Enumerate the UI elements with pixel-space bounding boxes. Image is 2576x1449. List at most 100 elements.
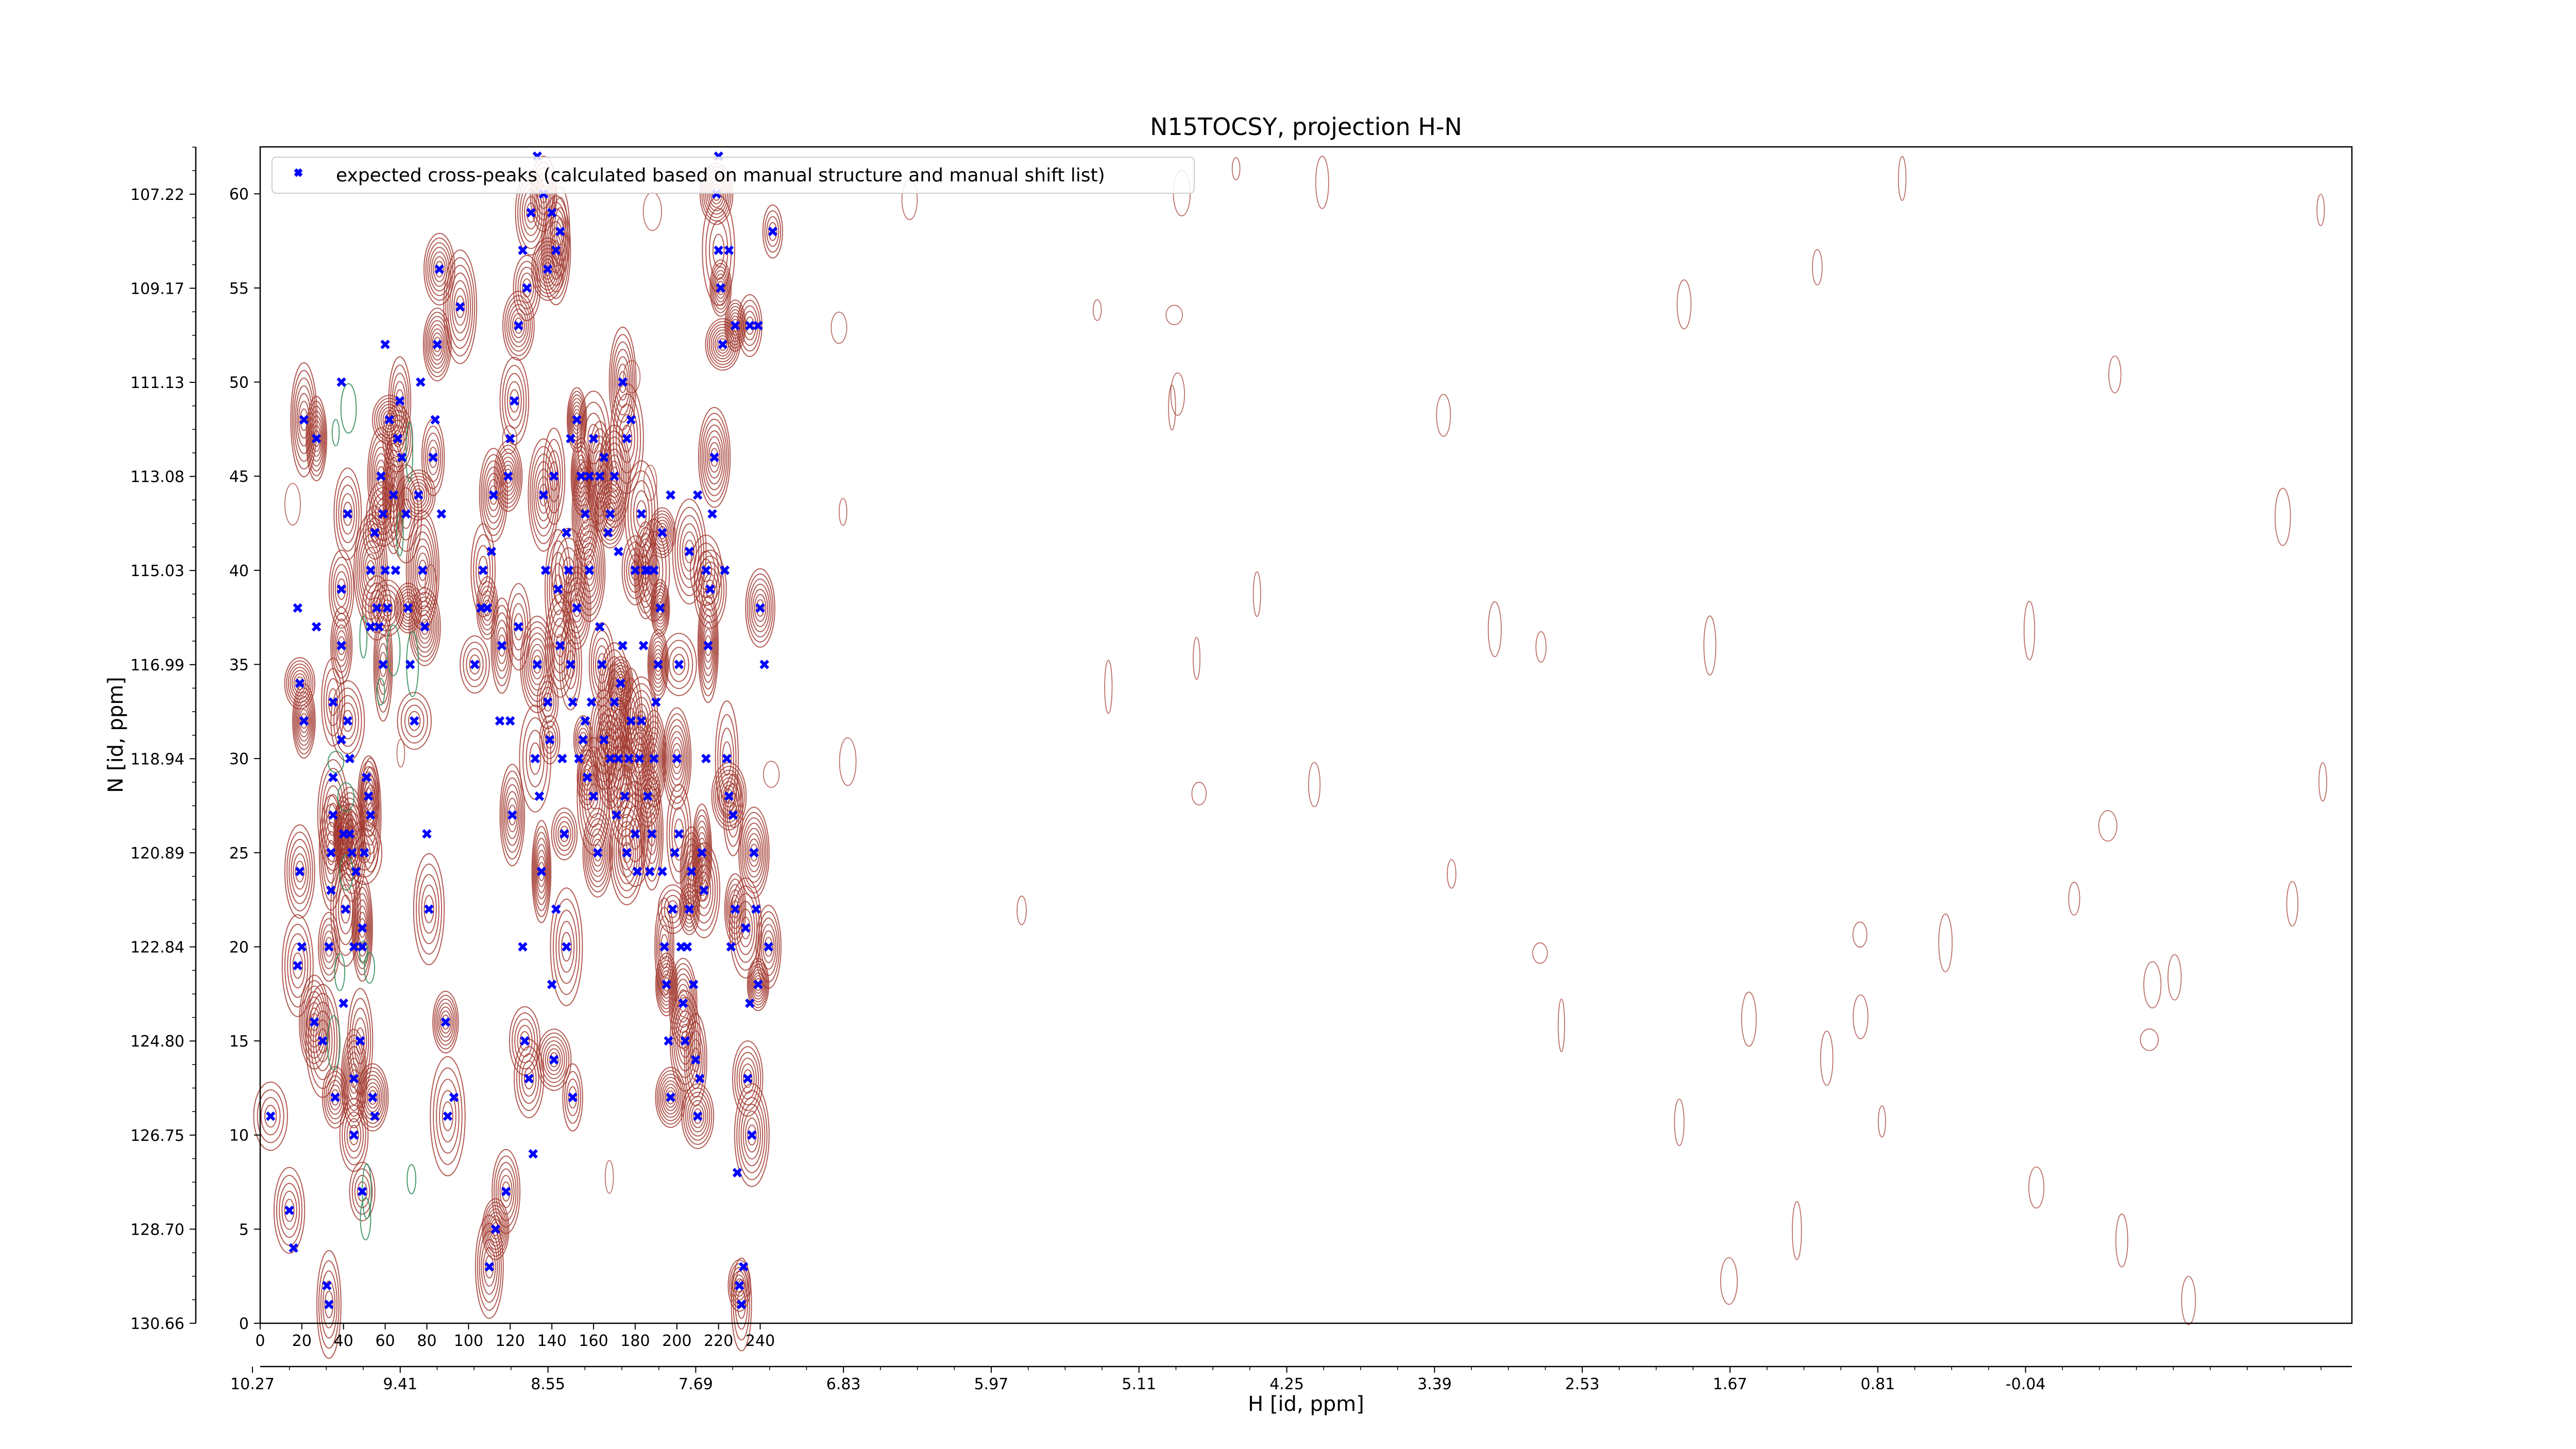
positive-contour <box>736 1090 768 1181</box>
positive-contour <box>646 732 662 785</box>
cross-peak-marker <box>564 565 573 576</box>
y-tick-label: 5 <box>239 1221 249 1239</box>
cross-peak-marker <box>682 942 692 952</box>
cross-peak-marker <box>495 716 505 726</box>
positive-contour <box>490 597 513 694</box>
positive-contour <box>729 312 741 339</box>
cross-peak-marker <box>374 622 384 632</box>
x-ppm-tick-label: 9.41 <box>383 1375 417 1393</box>
positive-contour <box>730 315 740 336</box>
positive-contour <box>697 872 711 909</box>
positive-contour <box>514 317 523 334</box>
cross-peak-marker <box>295 867 305 877</box>
positive-contour <box>373 607 393 722</box>
positive-contour <box>442 1101 453 1132</box>
positive-contour <box>318 912 340 982</box>
positive-contour <box>524 196 538 230</box>
y-ppm-tick-label: 115.03 <box>130 562 184 580</box>
cross-peak-marker <box>741 923 751 933</box>
y-tick-label: 30 <box>229 750 249 768</box>
positive-contour <box>744 828 764 878</box>
positive-contour <box>749 578 772 637</box>
noise-contour <box>1170 372 1185 416</box>
noise-contour <box>1016 896 1027 925</box>
cross-peak-marker <box>549 1055 559 1065</box>
positive-contour <box>334 571 348 608</box>
positive-contour <box>738 908 753 948</box>
cross-peak-marker <box>397 452 407 462</box>
positive-contour <box>541 195 571 306</box>
positive-contour <box>533 655 542 674</box>
legend-box <box>272 157 1195 194</box>
positive-contour <box>578 492 592 536</box>
cross-peak-marker <box>653 660 663 669</box>
x-ppm-tick-label: 6.83 <box>826 1375 861 1393</box>
positive-contour <box>412 485 426 505</box>
positive-contour <box>550 887 583 1006</box>
cross-peak-marker <box>434 264 445 274</box>
positive-contour <box>312 425 321 452</box>
positive-contour <box>534 837 549 905</box>
positive-contour <box>674 507 704 597</box>
positive-contour <box>397 692 432 750</box>
cross-peak-marker <box>543 697 553 707</box>
positive-contour <box>694 864 714 916</box>
cross-peak-marker <box>289 1243 298 1253</box>
positive-contour <box>408 711 421 731</box>
cross-peak-marker <box>586 697 597 707</box>
positive-contour <box>689 1100 706 1133</box>
positive-contour <box>436 1079 460 1154</box>
y-tick-label: 50 <box>229 374 249 392</box>
noise-contour <box>1092 299 1102 321</box>
positive-contour <box>394 381 406 421</box>
positive-contour <box>585 561 594 580</box>
positive-contour <box>530 446 557 544</box>
positive-contour <box>590 833 605 872</box>
positive-contour <box>504 784 521 846</box>
positive-contour <box>499 1175 513 1208</box>
positive-contour <box>531 453 556 537</box>
positive-contour <box>346 1052 362 1105</box>
positive-contour <box>501 770 524 860</box>
positive-contour <box>362 776 379 855</box>
positive-contour <box>564 1071 582 1124</box>
positive-contour <box>502 777 522 853</box>
positive-contour <box>539 255 556 283</box>
cross-peak-marker <box>440 1017 451 1027</box>
x-tick-label: 220 <box>704 1332 733 1350</box>
cross-peak-marker <box>532 660 543 669</box>
positive-contour <box>719 728 734 790</box>
positive-contour <box>485 473 501 517</box>
positive-contour <box>748 838 760 867</box>
x-ppm-tick-label: 2.53 <box>1565 1375 1600 1393</box>
positive-contour <box>279 1183 300 1238</box>
x-ppm-tick-label: 4.25 <box>1269 1375 1304 1393</box>
cross-peak-marker <box>597 660 607 669</box>
positive-contour <box>641 786 663 882</box>
positive-contour <box>762 204 783 259</box>
noise-contour <box>2068 882 2080 916</box>
cross-peak-marker <box>647 829 657 839</box>
positive-contour <box>508 804 517 825</box>
positive-contour <box>728 802 738 828</box>
positive-contour <box>740 1104 764 1167</box>
positive-contour <box>481 454 506 536</box>
positive-contour <box>568 394 585 445</box>
positive-contour <box>508 304 529 347</box>
positive-contour <box>342 818 362 887</box>
cross-peak-marker <box>690 1055 701 1065</box>
cross-peak-marker <box>503 471 513 481</box>
positive-contour <box>654 592 667 625</box>
positive-contour <box>460 635 490 694</box>
y-ppm-tick-label: 130.66 <box>130 1315 184 1333</box>
cross-peak-layer <box>265 151 778 1309</box>
positive-contour <box>630 560 640 580</box>
positive-contour <box>293 687 315 754</box>
positive-contour <box>293 853 307 890</box>
positive-contour <box>533 241 563 298</box>
positive-contour <box>427 320 448 369</box>
cross-peak-marker <box>338 998 349 1008</box>
noise-contour <box>1308 762 1321 807</box>
positive-contour <box>736 901 755 955</box>
cross-peak-marker <box>630 565 640 576</box>
